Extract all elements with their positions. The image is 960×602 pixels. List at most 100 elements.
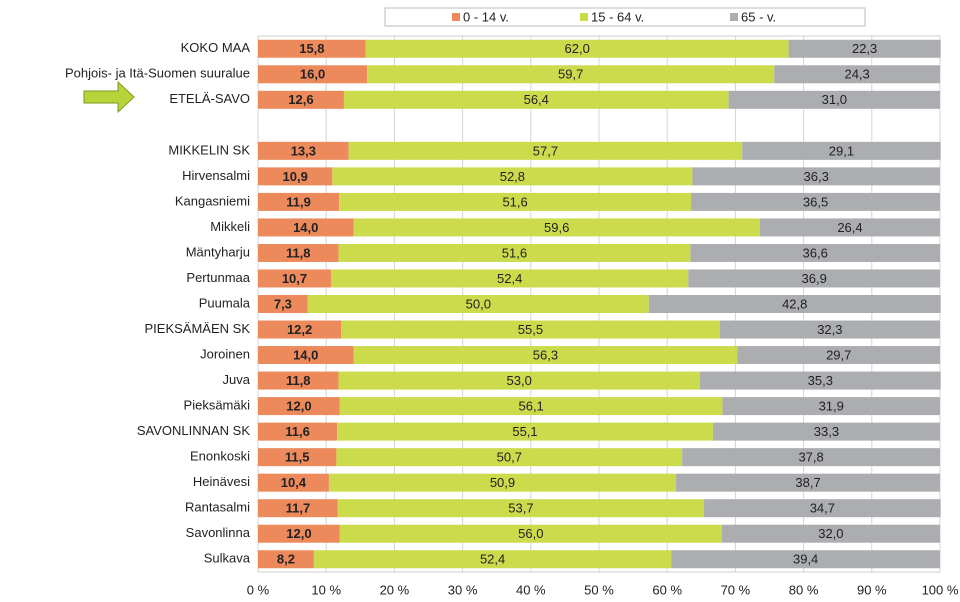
x-tick-label: 20 % — [380, 582, 410, 597]
value-label: 15,8 — [299, 41, 324, 56]
bar-segment — [367, 65, 775, 84]
x-tick-label: 60 % — [652, 582, 682, 597]
bar-segment — [258, 473, 329, 492]
value-label: 34,7 — [810, 501, 835, 516]
x-tick-label: 10 % — [311, 582, 341, 597]
value-label: 10,9 — [283, 169, 308, 184]
value-label: 36,9 — [802, 271, 827, 286]
value-label: 56,0 — [518, 526, 543, 541]
bar-segment — [353, 346, 738, 365]
y-tick-label: Rantasalmi — [185, 500, 250, 515]
bar-segment — [258, 448, 337, 467]
legend-label: 0 - 14 v. — [463, 9, 509, 24]
value-label: 11,9 — [286, 194, 311, 209]
value-label: 11,8 — [286, 373, 311, 388]
bar-segment — [353, 218, 760, 237]
value-label: 56,1 — [518, 399, 543, 414]
bar-segment — [258, 320, 342, 339]
bar-segment — [365, 39, 789, 58]
bar-segment — [258, 550, 314, 569]
legend-label: 65 - v. — [741, 9, 776, 24]
bar-segment — [671, 550, 940, 569]
bar-segment — [258, 39, 366, 58]
bar-segment — [258, 346, 354, 365]
bar-segment — [258, 192, 340, 211]
bar-segment — [330, 269, 689, 288]
y-tick-label: Pieksämäki — [184, 398, 251, 413]
value-label: 52,4 — [497, 271, 522, 286]
x-tick-label: 30 % — [448, 582, 478, 597]
x-tick-label: 0 % — [247, 582, 270, 597]
bar-segment — [728, 90, 940, 109]
y-tick-label: Pertunmaa — [186, 270, 250, 285]
bar-segment — [712, 422, 940, 441]
bar-segment — [338, 371, 700, 390]
value-label: 31,0 — [822, 92, 847, 107]
bar-segment — [313, 550, 672, 569]
bar-segment — [676, 473, 940, 492]
y-tick-label: Savonlinna — [186, 525, 251, 540]
value-label: 42,8 — [782, 296, 807, 311]
value-label: 12,0 — [286, 526, 311, 541]
x-tick-label: 50 % — [584, 582, 614, 597]
bar-segment — [348, 141, 743, 160]
value-label: 55,1 — [512, 424, 537, 439]
value-label: 32,3 — [817, 322, 842, 337]
bar-segment — [258, 218, 354, 237]
y-tick-label: Joroinen — [200, 346, 250, 361]
value-label: 12,6 — [288, 92, 313, 107]
x-tick-label: 80 % — [789, 582, 819, 597]
value-label: 37,8 — [798, 450, 823, 465]
bar-segment — [258, 397, 340, 416]
value-label: 26,4 — [837, 220, 862, 235]
bar-segment — [307, 295, 649, 313]
value-label: 53,0 — [507, 373, 532, 388]
bar-segment — [339, 192, 692, 211]
value-label: 8,2 — [277, 552, 295, 567]
value-label: 55,5 — [518, 322, 543, 337]
bar-segment — [332, 167, 693, 186]
value-label: 12,2 — [287, 322, 312, 337]
value-label: 13,3 — [291, 143, 316, 158]
legend-swatch — [580, 13, 588, 21]
value-label: 62,0 — [565, 41, 590, 56]
y-tick-label: Puumala — [199, 295, 251, 310]
legend-swatch — [730, 13, 738, 21]
bar-segment — [719, 320, 940, 339]
value-label: 53,7 — [508, 501, 533, 516]
bar-segment — [682, 448, 940, 467]
value-label: 24,3 — [844, 67, 869, 82]
value-label: 50,7 — [497, 450, 522, 465]
value-label: 33,3 — [814, 424, 839, 439]
y-tick-label: Hirvensalmi — [182, 168, 250, 183]
y-tick-label: SAVONLINNAN SK — [137, 423, 251, 438]
x-tick-label: 90 % — [857, 582, 887, 597]
bar-segment — [258, 371, 339, 390]
x-tick-label: 100 % — [922, 582, 959, 597]
bar-segment — [258, 243, 339, 262]
bar-segment — [258, 65, 368, 84]
bar-segment — [258, 90, 344, 109]
bar-segment — [337, 422, 713, 441]
bar-segment — [648, 295, 941, 313]
y-tick-label: Juva — [223, 372, 251, 387]
bar-segment — [737, 346, 940, 365]
value-label: 35,3 — [808, 373, 833, 388]
bar-segment — [721, 524, 940, 543]
bar-segment — [328, 473, 677, 492]
bar-segment — [337, 499, 705, 518]
value-label: 12,0 — [286, 399, 311, 414]
bar-segment — [258, 422, 338, 441]
bar-segment — [339, 524, 722, 543]
bar-segment — [336, 448, 683, 467]
value-label: 50,0 — [466, 296, 491, 311]
bar-segment — [699, 371, 941, 390]
y-tick-label: KOKO MAA — [181, 40, 251, 55]
bar-segment — [774, 65, 940, 84]
y-tick-label: Enonkoski — [190, 449, 250, 464]
bar-segment — [722, 397, 940, 416]
value-label: 10,4 — [281, 475, 307, 490]
value-label: 11,6 — [285, 424, 310, 439]
value-label: 56,4 — [524, 92, 549, 107]
